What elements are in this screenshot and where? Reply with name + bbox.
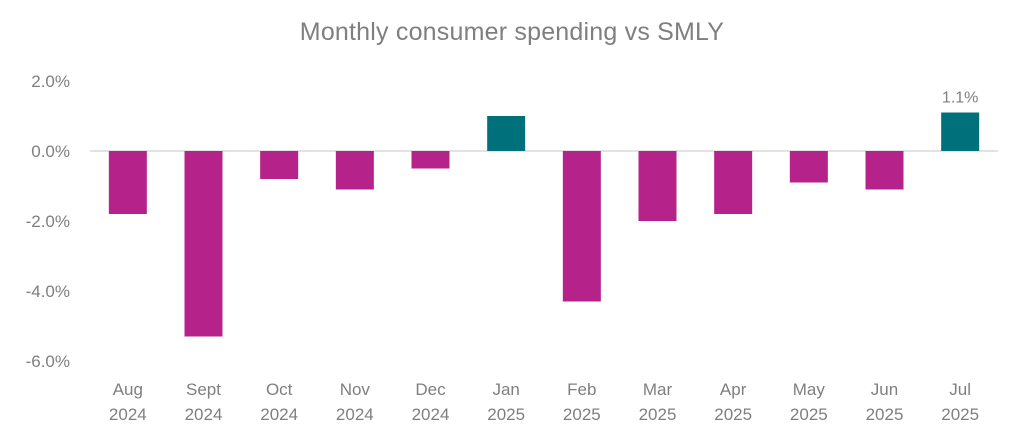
bar (638, 151, 677, 221)
bar (184, 151, 223, 337)
data-label: 1.1% (942, 90, 978, 107)
bar (789, 151, 828, 183)
x-tick-label: Oct (266, 380, 293, 399)
bar (260, 151, 299, 179)
x-tick-label: 2024 (260, 405, 298, 424)
y-tick-label: -4.0% (26, 282, 70, 301)
x-tick-label: Dec (415, 380, 446, 399)
bar (941, 112, 980, 151)
x-tick-label: Apr (720, 380, 747, 399)
x-tick-label: 2024 (412, 405, 450, 424)
y-tick-label: -6.0% (26, 352, 70, 371)
x-tick-label: Jan (492, 380, 519, 399)
x-tick-label: May (793, 380, 826, 399)
x-tick-label: Jul (949, 380, 971, 399)
y-tick-label: -2.0% (26, 212, 70, 231)
x-tick-label: 2025 (714, 405, 752, 424)
bar (108, 151, 147, 214)
y-axis: 2.0% 0.0% -2.0% -4.0% -6.0% (26, 72, 70, 371)
x-tick-label: Feb (567, 380, 596, 399)
x-tick-label: 2024 (109, 405, 147, 424)
bar (335, 151, 374, 190)
x-tick-label: 2025 (866, 405, 904, 424)
bar (487, 116, 526, 151)
bars (108, 112, 980, 337)
x-tick-label: 2025 (639, 405, 677, 424)
x-tick-label: 2025 (563, 405, 601, 424)
bar (865, 151, 904, 190)
x-tick-label: 2025 (487, 405, 525, 424)
chart-title: Monthly consumer spending vs SMLY (299, 18, 725, 46)
x-tick-label: 2024 (336, 405, 374, 424)
y-tick-label: 2.0% (31, 72, 70, 91)
bar (411, 151, 450, 169)
x-tick-label: Mar (643, 380, 673, 399)
x-tick-label: Aug (113, 380, 143, 399)
y-tick-label: 0.0% (31, 142, 70, 161)
x-tick-label: Sept (186, 380, 221, 399)
bar (714, 151, 753, 214)
x-tick-label: Nov (340, 380, 371, 399)
data-labels: 1.1% (942, 90, 978, 107)
bar (562, 151, 601, 302)
x-tick-label: 2025 (941, 405, 979, 424)
x-tick-label: Jun (871, 380, 898, 399)
x-axis: Aug 2024 Sept 2024 Oct 2024 Nov 2024 Dec 2024 Jan 2… (109, 380, 979, 424)
x-tick-label: 2025 (790, 405, 828, 424)
x-tick-label: 2024 (185, 405, 223, 424)
